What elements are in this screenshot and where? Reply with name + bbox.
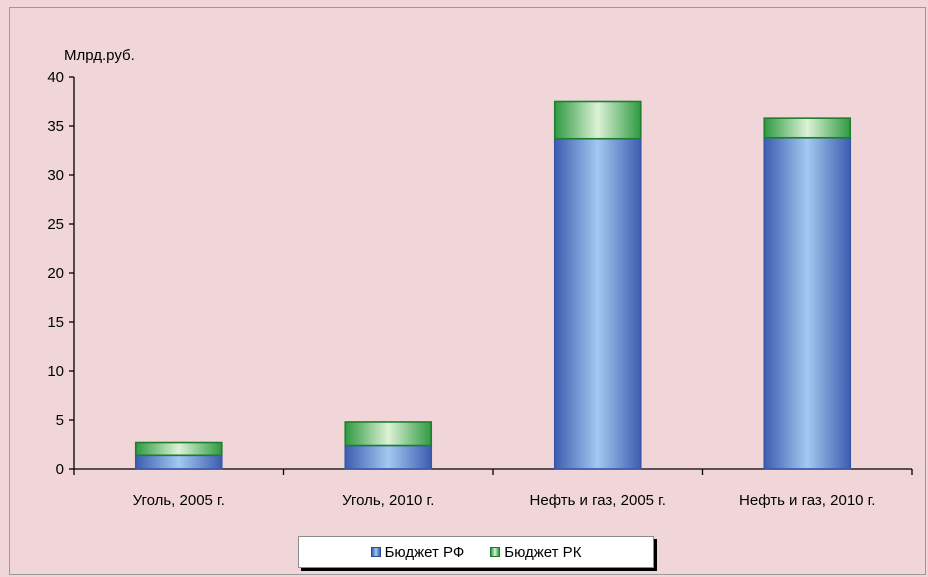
legend-item-budget-rk: Бюджет РК	[490, 544, 581, 561]
x-tick-label: Нефть и газ, 2010 г.	[739, 492, 875, 509]
bar-segment-budget-rk	[344, 421, 433, 447]
y-tick-label: 25	[47, 216, 64, 233]
x-tick-label: Уголь, 2005 г.	[133, 492, 225, 509]
y-tick-label: 0	[56, 461, 64, 478]
x-tick-label: Уголь, 2010 г.	[342, 492, 434, 509]
bar-segment-budget-rk	[763, 117, 852, 139]
y-tick-label: 20	[47, 265, 64, 282]
legend-swatch-budget-rf	[370, 547, 381, 557]
bar-segment-budget-rk	[553, 100, 642, 140]
legend-item-budget-rf: Бюджет РФ	[370, 543, 465, 561]
bar-segment-budget-rf	[134, 454, 223, 470]
legend: Бюджет РФ Бюджет РК	[298, 536, 654, 568]
y-tick-label: 30	[47, 167, 64, 184]
x-tick-label: Нефть и газ, 2005 г.	[530, 492, 666, 509]
bar-segment-budget-rf	[553, 137, 642, 470]
y-axis-label: Млрд.руб.	[64, 47, 135, 64]
bar-segment-budget-rf	[763, 136, 852, 470]
y-tick-label: 15	[47, 314, 64, 331]
legend-label-budget-rk: Бюджет РК	[504, 543, 582, 561]
legend-swatch-budget-rk	[490, 547, 501, 557]
y-tick-label: 5	[56, 412, 64, 429]
bar-segment-budget-rf	[344, 444, 433, 470]
y-tick-label: 35	[47, 118, 64, 135]
y-tick-label: 40	[47, 69, 64, 86]
legend-label-budget-rf: Бюджет РФ	[384, 543, 465, 561]
y-tick-label: 10	[47, 363, 64, 380]
bar-segment-budget-rk	[134, 441, 223, 457]
